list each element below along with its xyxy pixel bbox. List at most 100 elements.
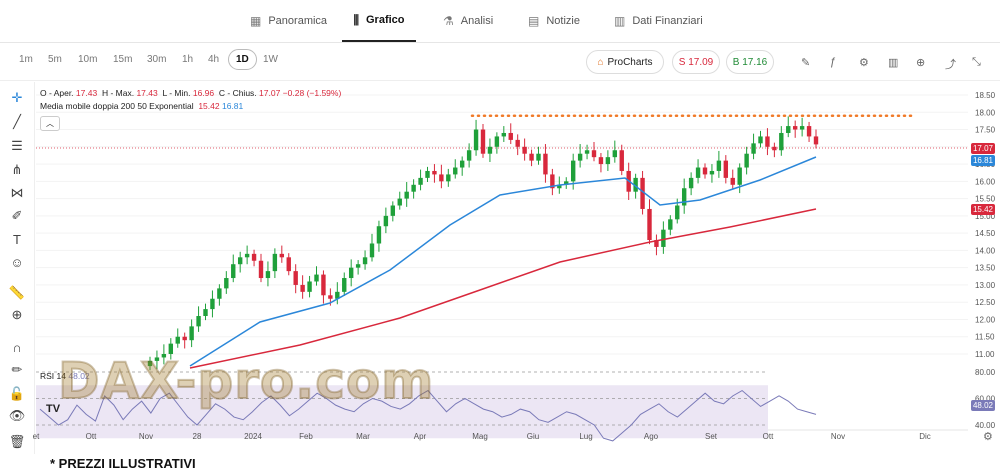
- candle: [522, 146, 527, 154]
- zoom-icon[interactable]: ⊕: [11, 307, 23, 322]
- ruler-icon[interactable]: 📏: [8, 285, 26, 300]
- candle: [342, 278, 347, 292]
- ma200-value: 15.42: [198, 101, 220, 111]
- rsi-legend: RSI 14 48.02: [40, 371, 90, 381]
- candle: [404, 191, 409, 199]
- candle: [688, 177, 694, 189]
- add-icon[interactable]: ⊕: [916, 57, 926, 69]
- section-tabs: ▦ Panoramica ⫼ Grafico ⚗ Analisi ▤ Notizie ▥…: [0, 0, 1000, 43]
- time-tick-label: Ott: [86, 432, 97, 441]
- lock-icon[interactable]: 🔓: [8, 386, 26, 401]
- candle: [577, 153, 583, 161]
- candle: [716, 160, 722, 171]
- candle: [668, 219, 673, 230]
- timeframe-1w[interactable]: 1W: [263, 54, 278, 65]
- tab-notizie[interactable]: ▤ Notizie: [528, 0, 580, 42]
- low-value: 16.96: [192, 88, 215, 98]
- timeframe-30m[interactable]: 30m: [147, 54, 167, 65]
- timeframe-1d[interactable]: 1D: [228, 49, 257, 70]
- settings-gear-icon[interactable]: ⚙: [983, 431, 993, 443]
- time-tick-label: 28: [193, 432, 202, 441]
- brush-icon[interactable]: ✐: [11, 208, 23, 223]
- candle: [307, 281, 312, 292]
- candle: [564, 181, 569, 185]
- rsi-zone: [36, 385, 768, 439]
- procharts-button[interactable]: ⌂ ProCharts: [586, 50, 664, 74]
- tab-dati-finanziari[interactable]: ▥ Dati Finanziari: [614, 0, 703, 42]
- time-tick-label: Ago: [644, 432, 659, 441]
- price-tick-label: 14.00: [975, 246, 996, 255]
- tab-analisi[interactable]: ⚗ Analisi: [443, 0, 493, 42]
- tab-grafico[interactable]: ⫼ Grafico: [342, 0, 416, 42]
- timeframe-5m[interactable]: 5m: [48, 54, 62, 65]
- tab-panoramica[interactable]: ▦ Panoramica: [250, 0, 327, 42]
- trendline-icon[interactable]: ╱: [13, 114, 21, 129]
- candle: [557, 184, 562, 189]
- timeframe-1m[interactable]: 1m: [19, 54, 33, 65]
- settings-icon[interactable]: ⚙: [859, 57, 869, 69]
- candle: [799, 126, 805, 130]
- candle: [362, 257, 368, 265]
- candle: [348, 267, 354, 279]
- candle: [744, 153, 749, 168]
- candle: [466, 150, 472, 161]
- buy-button[interactable]: B 17.16: [726, 50, 774, 74]
- ma200-line: [189, 208, 817, 369]
- news-icon: ▤: [528, 14, 540, 28]
- candle: [612, 150, 618, 158]
- change-value: −0.28 (−1.59%): [282, 88, 342, 98]
- rsi-tick-label: 60.00: [975, 395, 996, 404]
- ma50-tag: 16.81: [971, 155, 995, 166]
- text-icon[interactable]: T: [13, 231, 21, 247]
- candle: [723, 160, 729, 178]
- flask-icon: ⚗: [443, 14, 454, 28]
- time-tick-label: Giu: [527, 432, 539, 441]
- candle: [279, 253, 285, 258]
- candle: [196, 316, 201, 327]
- candle: [258, 260, 264, 279]
- candle: [411, 184, 416, 192]
- candle: [328, 295, 333, 299]
- crosshair-icon[interactable]: ✛: [11, 90, 23, 105]
- candle: [751, 143, 756, 154]
- emoji-icon[interactable]: ☺: [10, 254, 24, 270]
- candle: [300, 284, 305, 292]
- pitchfork-icon[interactable]: ⋔: [11, 162, 23, 177]
- tab-label: Notizie: [546, 15, 580, 27]
- timeframe-15m[interactable]: 15m: [113, 54, 133, 65]
- high-label: H - Max.: [101, 88, 135, 98]
- fullscreen-icon[interactable]: ⤡: [972, 56, 981, 68]
- pencil-icon[interactable]: ✎: [801, 57, 811, 69]
- sell-button[interactable]: S 17.09: [672, 50, 720, 74]
- tradingview-logo: TV: [46, 403, 61, 415]
- chart-type-icon[interactable]: ▥: [888, 57, 899, 69]
- candle: [418, 177, 423, 185]
- candle: [161, 354, 167, 358]
- indicators-icon[interactable]: ƒ: [830, 56, 837, 68]
- time-tick-label: Nov: [831, 432, 845, 441]
- candle: [355, 264, 361, 268]
- timeframe-10m[interactable]: 10m: [78, 54, 98, 65]
- candle: [501, 132, 507, 137]
- candle: [217, 288, 222, 299]
- candle: [439, 174, 444, 182]
- candle: [376, 226, 382, 244]
- collapse-legend-button[interactable]: ︿: [40, 116, 60, 131]
- candle: [730, 177, 735, 185]
- fib-icon[interactable]: ☰: [11, 138, 23, 153]
- trash-icon[interactable]: 🗑: [8, 434, 26, 449]
- time-tick-label: Mag: [472, 432, 488, 441]
- magnet-icon[interactable]: ∩: [12, 339, 22, 355]
- tab-label: Analisi: [460, 15, 494, 27]
- timeframe-4h[interactable]: 4h: [208, 54, 220, 65]
- pattern-icon[interactable]: ⋈: [10, 185, 24, 200]
- pencil-lock-icon[interactable]: ✏: [11, 362, 23, 377]
- timeframe-1h[interactable]: 1h: [182, 54, 194, 65]
- eye-icon[interactable]: 👁: [8, 408, 26, 423]
- candle: [758, 136, 763, 144]
- bars-icon: ▥: [614, 14, 626, 28]
- share-icon[interactable]: ⤴: [945, 59, 956, 71]
- candle: [737, 167, 742, 185]
- time-tick-label: Ott: [763, 432, 774, 441]
